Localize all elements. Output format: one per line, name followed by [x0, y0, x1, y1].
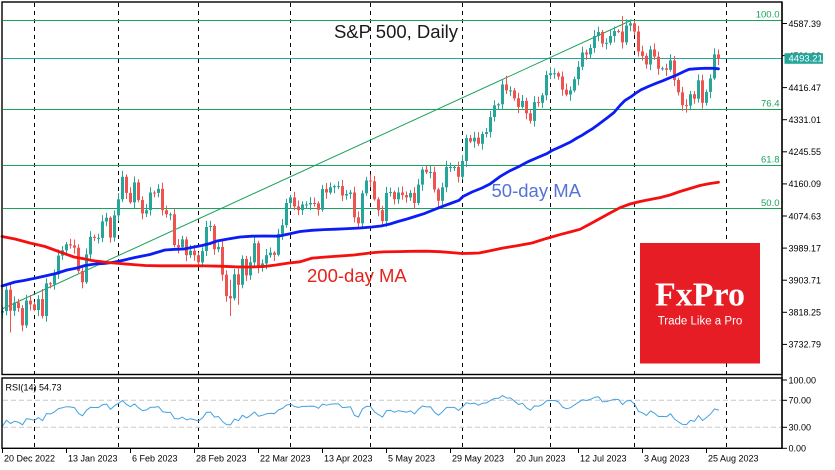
svg-text:6 Feb 2023: 6 Feb 2023 [132, 454, 178, 464]
svg-text:3903.71: 3903.71 [789, 276, 822, 286]
svg-text:20 Dec 2022: 20 Dec 2022 [4, 454, 55, 464]
svg-text:28 Feb 2023: 28 Feb 2023 [196, 454, 247, 464]
svg-text:30.00: 30.00 [789, 423, 812, 433]
svg-text:3 Aug 2023: 3 Aug 2023 [644, 454, 690, 464]
svg-text:3732.79: 3732.79 [789, 340, 822, 350]
svg-text:29 May 2023: 29 May 2023 [452, 454, 504, 464]
svg-text:50.0: 50.0 [761, 198, 780, 209]
svg-text:0.00: 0.00 [789, 444, 807, 454]
svg-text:70.00: 70.00 [789, 396, 812, 406]
svg-text:4160.09: 4160.09 [789, 179, 822, 189]
svg-text:50-day MA: 50-day MA [492, 180, 582, 201]
svg-text:4587.39: 4587.39 [789, 19, 822, 29]
svg-text:25 Aug 2023: 25 Aug 2023 [708, 454, 759, 464]
svg-text:4493.21: 4493.21 [789, 54, 823, 65]
svg-text:61.8: 61.8 [761, 155, 780, 166]
svg-text:76.4: 76.4 [761, 98, 780, 109]
svg-text:200-day MA: 200-day MA [307, 265, 407, 286]
svg-text:3989.17: 3989.17 [789, 243, 822, 253]
svg-text:Trade Like a Pro: Trade Like a Pro [658, 316, 743, 328]
svg-text:13 Jan 2023: 13 Jan 2023 [68, 454, 118, 464]
svg-text:100.00: 100.00 [789, 375, 817, 385]
svg-text:4416.47: 4416.47 [789, 83, 822, 93]
svg-text:22 Mar 2023: 22 Mar 2023 [260, 454, 311, 464]
svg-text:13 Apr 2023: 13 Apr 2023 [324, 454, 373, 464]
svg-text:RSI(14) 54.73: RSI(14) 54.73 [6, 383, 62, 393]
svg-text:FxPro: FxPro [655, 277, 745, 314]
svg-text:4331.01: 4331.01 [789, 115, 822, 125]
svg-text:12 Jul 2023: 12 Jul 2023 [580, 454, 627, 464]
svg-text:4245.55: 4245.55 [789, 147, 822, 157]
svg-text:3818.25: 3818.25 [789, 308, 822, 318]
svg-text:4074.63: 4074.63 [789, 211, 822, 221]
svg-text:100.0: 100.0 [756, 10, 780, 21]
svg-text:20 Jun 2023: 20 Jun 2023 [516, 454, 566, 464]
svg-text:5 May 2023: 5 May 2023 [388, 454, 435, 464]
svg-text:S&P 500, Daily: S&P 500, Daily [334, 21, 459, 42]
